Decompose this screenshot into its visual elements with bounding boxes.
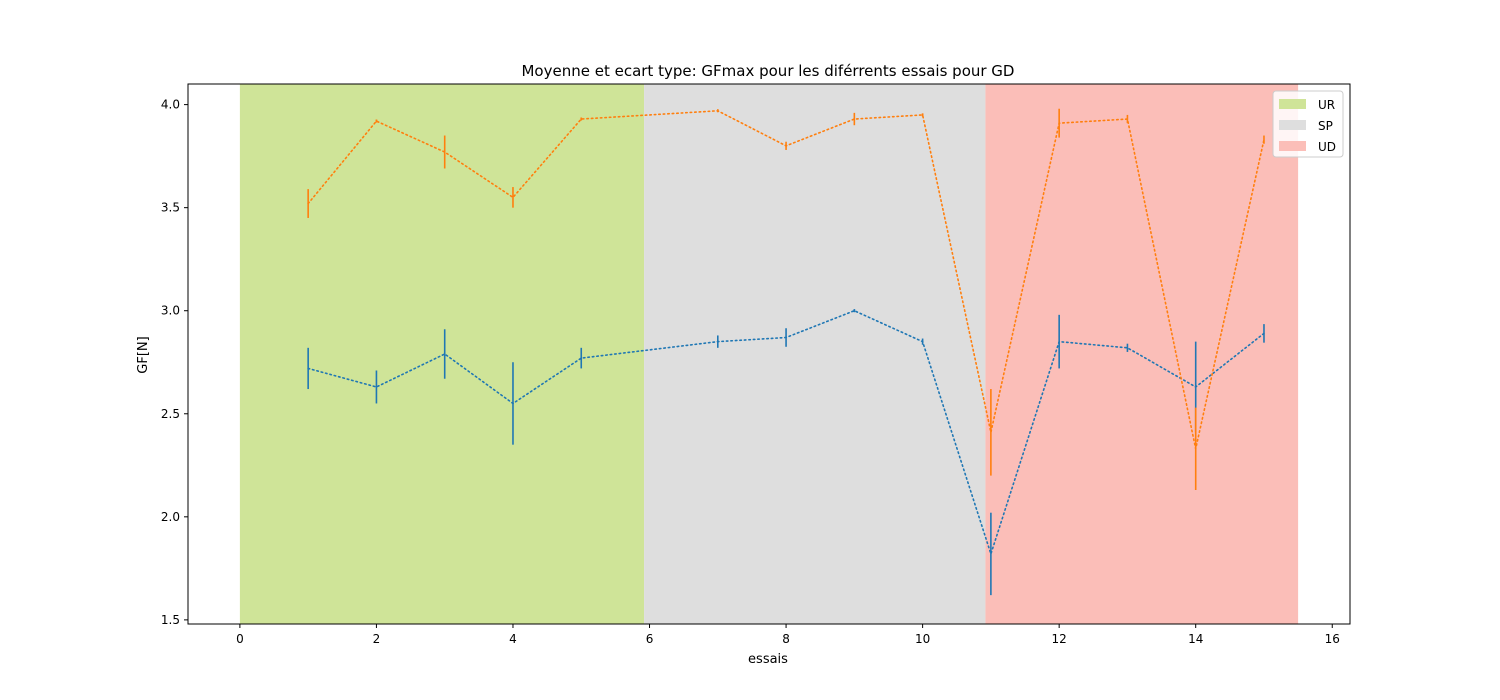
legend: UR SP UD [1272,90,1344,158]
series-1 [307,309,1265,596]
x-tick-label: 16 [1325,632,1340,646]
y-tick-label: 4.0 [161,98,180,112]
legend-swatch-sp [1279,120,1306,130]
legend-swatch-ur [1279,99,1306,109]
x-tick-label: 12 [1052,632,1067,646]
plot-frame [187,83,1351,625]
series-line [307,109,1265,449]
region-band-ur [239,84,645,624]
region-bands [239,84,1299,624]
x-tick-label: 6 [646,632,654,646]
series-layer [307,108,1265,596]
x-tick-label: 14 [1188,632,1203,646]
y-tick-label: 3.0 [161,304,180,318]
legend-label-sp: SP [1318,119,1333,133]
y-tick-label: 2.0 [161,510,180,524]
series-line [307,309,1265,557]
x-tick-label: 0 [236,632,244,646]
y-tick-label: 2.5 [161,407,180,421]
series-2 [307,108,1265,491]
region-band-sp [644,84,986,624]
y-axis-label: GF[N] [136,336,151,373]
x-tick-label: 4 [509,632,517,646]
x-axis: 0 2 4 6 8 10 12 14 16 [236,624,1340,646]
legend-label-ud: UD [1318,140,1336,154]
x-tick-label: 10 [915,632,930,646]
x-axis-label: essais [748,652,788,667]
chart-title: Moyenne et ecart type: GFmax pour les di… [521,62,1014,80]
x-tick-label: 2 [373,632,381,646]
y-tick-label: 1.5 [161,613,180,627]
x-tick-label: 8 [782,632,790,646]
y-axis: 1.5 2.0 2.5 3.0 3.5 4.0 [161,98,188,627]
y-tick-label: 3.5 [161,201,180,215]
region-band-ud [985,84,1299,624]
legend-swatch-ud [1279,141,1306,151]
legend-label-ur: UR [1318,98,1335,112]
